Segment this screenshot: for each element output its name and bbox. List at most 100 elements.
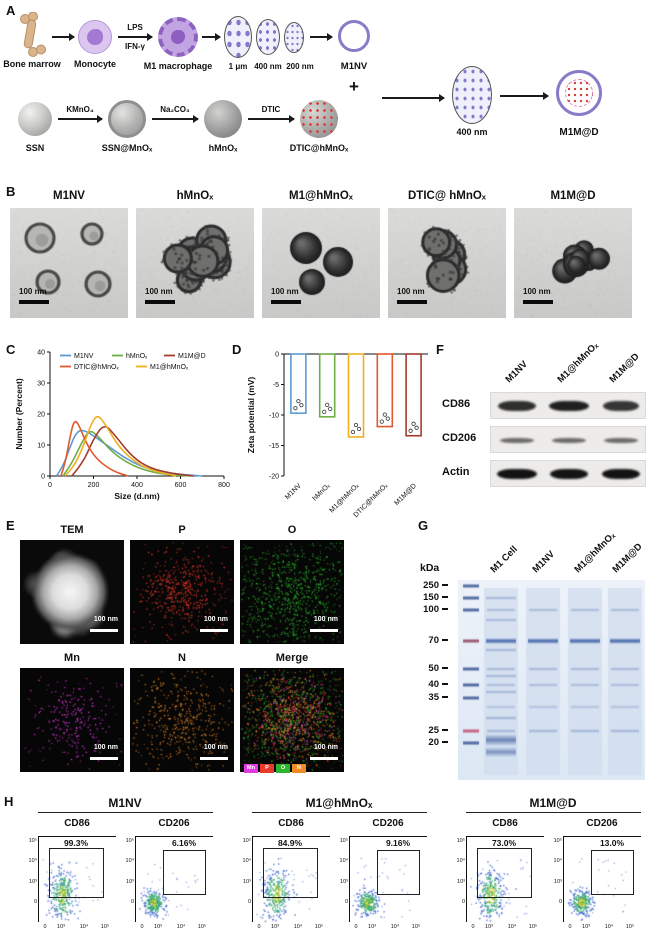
y-axis-tick-label: 10³ xyxy=(554,879,562,885)
blot-row-label: Actin xyxy=(442,466,470,478)
ssn-mnox-label: SSN@MnOₓ xyxy=(101,143,153,153)
scale-bar xyxy=(200,757,228,760)
y-tick-label: 0 xyxy=(275,352,279,359)
eds-title: Merge xyxy=(275,652,309,664)
flow-marker-label: CD86 xyxy=(64,818,90,829)
scale-bar-label: 100 nm xyxy=(523,287,551,296)
scale-bar-label: 100 nm xyxy=(271,287,299,296)
scale-bar-label: 100 nm xyxy=(203,744,228,751)
zeta-bar xyxy=(376,353,394,428)
x-axis-tick-label: 10⁴ xyxy=(293,924,303,930)
x-tick-label: 0 xyxy=(48,482,52,489)
blot-lane-header: M1@hMnOₓ xyxy=(555,340,601,386)
m1md-icon xyxy=(556,70,602,116)
eds-tile-tem: TEM 100 nm xyxy=(20,524,124,660)
scale-bar xyxy=(19,300,49,304)
arrow xyxy=(310,33,333,40)
ladder-label: 20 xyxy=(400,737,448,748)
scale-bar xyxy=(90,629,118,632)
eds-image xyxy=(20,540,124,644)
x-axis-tick-label: 10⁵ xyxy=(411,924,421,930)
ssn-label: SSN xyxy=(25,143,45,153)
x-axis-tick-label: 0 xyxy=(568,924,572,930)
tem-micrograph xyxy=(136,208,254,318)
y-tick-label: 0 xyxy=(41,474,45,481)
ladder-label: 40 xyxy=(400,679,448,690)
legend-label: DTIC@hMnOₓ xyxy=(74,364,119,371)
data-point xyxy=(411,421,416,426)
scale-bar xyxy=(310,757,338,760)
scale-bar-label: 100 nm xyxy=(19,287,47,296)
flow-marker-label: CD206 xyxy=(372,818,404,829)
y-tick-label: -20 xyxy=(269,474,279,481)
bone-marrow-icon xyxy=(20,12,46,57)
data-point xyxy=(350,429,356,435)
final-extrusion-400nm xyxy=(452,66,492,124)
blot-band xyxy=(602,469,640,479)
flow-plot-m1nv-cd86: 99.3% 10⁵ 10⁴ 10³ 0 0 10³ 10⁴ 10⁵ xyxy=(29,836,117,930)
flow-marker-label: CD206 xyxy=(158,818,190,829)
tem-micrograph xyxy=(262,208,380,318)
extruder-membrane-200nm xyxy=(284,22,304,53)
tem-micrograph xyxy=(514,208,632,318)
ladder-label: 250 xyxy=(400,580,448,591)
zeta-bar xyxy=(347,353,365,438)
arrow xyxy=(58,115,103,122)
legend-label: hMnOₓ xyxy=(126,353,148,360)
y-axis-tick-label: 0 xyxy=(558,899,562,905)
x-axis-tick-label: 10⁴ xyxy=(507,924,517,930)
scale-bar xyxy=(271,300,301,304)
arrow xyxy=(248,115,295,122)
ladder-label: 25 xyxy=(400,725,448,736)
scale-bar xyxy=(397,300,427,304)
eds-title: O xyxy=(287,524,297,536)
y-axis-tick-label: 10⁵ xyxy=(339,838,348,844)
flow-plot-m1md-cd86: 73.0% 10⁵ 10⁴ 10³ 0 0 10³ 10⁴ 10⁵ xyxy=(457,836,545,930)
blot-band xyxy=(604,438,638,443)
tem-image-m1nv: M1NV 100 nm xyxy=(10,190,128,322)
legend-label: M1@hMnOₓ xyxy=(150,364,189,371)
scale-bar xyxy=(310,629,338,632)
x-axis-tick-label: 10⁴ xyxy=(604,924,614,930)
tem-title: M1M@D xyxy=(550,190,596,202)
legend-label: M1NV xyxy=(74,353,94,360)
kda-unit-label: kDa xyxy=(420,562,440,574)
x-axis-tick-label: 10³ xyxy=(154,924,162,930)
arrow xyxy=(382,94,445,101)
scale-bar-label: 100 nm xyxy=(93,616,118,623)
x-axis-tick-label: 10⁴ xyxy=(79,924,89,930)
x-axis-tick-label: 0 xyxy=(471,924,475,930)
m1-macrophage-label: M1 macrophage xyxy=(143,61,213,71)
eds-tile-p: P 100 nm xyxy=(130,524,234,660)
hmnox-label: hMnOₓ xyxy=(208,143,238,153)
data-point xyxy=(322,409,327,414)
final-size-label: 400 nm xyxy=(456,127,488,137)
x-tick-label: 600 xyxy=(175,482,187,489)
scale-bar xyxy=(200,629,228,632)
y-axis-tick-label: 10⁴ xyxy=(339,858,348,864)
scale-bar-label: 100 nm xyxy=(145,287,173,296)
blot-band xyxy=(549,401,589,411)
x-axis-tick-label: 10³ xyxy=(485,924,493,930)
size-200nm-label: 200 nm xyxy=(286,62,314,71)
gate-percentage: 6.16% xyxy=(171,838,197,848)
eds-image xyxy=(130,540,234,644)
tem-title: M1@hMnOₓ xyxy=(289,190,353,202)
flow-group-title: M1NV xyxy=(108,796,142,810)
blot-lane-header: M1NV xyxy=(503,358,530,386)
scale-bar xyxy=(90,757,118,760)
blot-band xyxy=(498,401,536,411)
panel-b-label: B xyxy=(6,184,16,199)
eds-title: N xyxy=(178,652,186,664)
na2co3-label: Na₂CO₃ xyxy=(160,105,190,114)
x-tick-label: 400 xyxy=(131,482,143,489)
scale-bar-label: 100 nm xyxy=(397,287,425,296)
gel-lane-header: M1 Cell xyxy=(488,543,520,576)
y-axis-tick-label: 10³ xyxy=(457,879,465,885)
gate-percentage: 99.3% xyxy=(63,838,89,848)
dtic-hmnox-icon xyxy=(300,100,338,138)
size-400nm-label: 400 nm xyxy=(254,62,282,71)
flow-gate xyxy=(263,848,318,898)
x-axis-tick-label: 10³ xyxy=(271,924,279,930)
protein-gel-image xyxy=(458,580,645,780)
